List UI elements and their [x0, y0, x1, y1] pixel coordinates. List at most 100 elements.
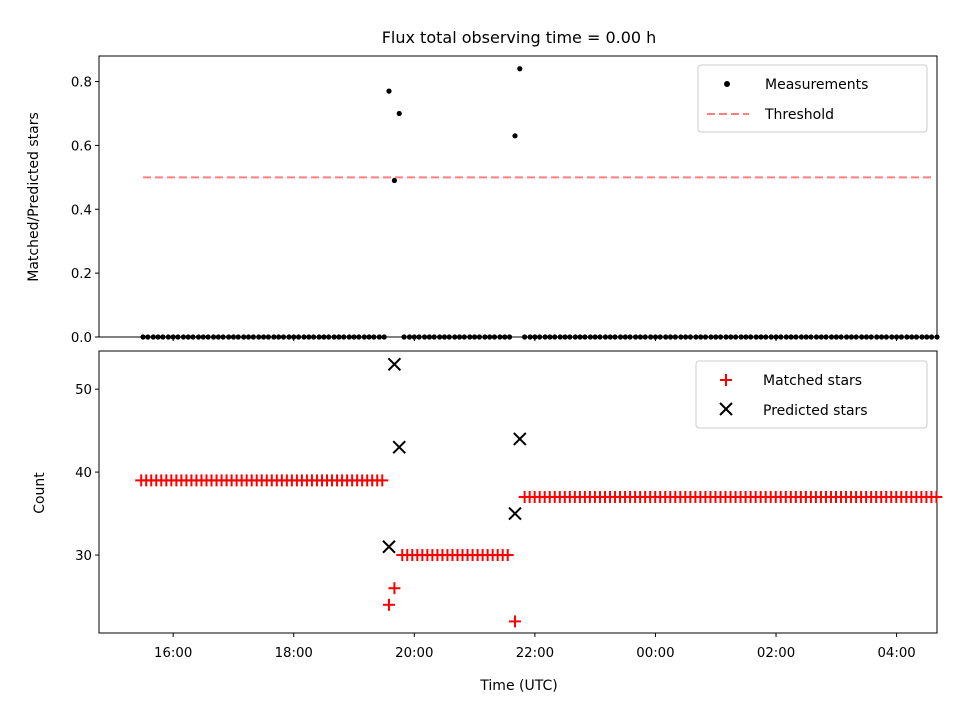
measurement-point: [743, 334, 749, 340]
measurement-point: [803, 334, 809, 340]
measurement-point: [180, 334, 187, 340]
measurement-point: [904, 334, 910, 340]
top-y-tick-label: 0.2: [71, 267, 92, 282]
measurement-point: [924, 334, 930, 340]
measurement-point: [818, 334, 824, 340]
measurement-point: [471, 334, 478, 340]
measurement-point: [381, 334, 387, 340]
measurement-point: [793, 334, 799, 340]
measurement-point: [728, 334, 734, 340]
measurement-point: [838, 334, 844, 340]
measurement-point: [527, 334, 533, 340]
measurement-point: [175, 334, 181, 340]
measurement-point: [652, 334, 659, 340]
measurement-point: [376, 334, 382, 340]
measurement-point: [717, 334, 724, 340]
measurement-point: [165, 334, 171, 340]
measurement-point: [210, 334, 217, 340]
legend-predicted-label: Predicted stars: [763, 403, 868, 419]
bottom-legend-box: [695, 360, 928, 429]
measurement-point: [341, 334, 347, 340]
measurement-point: [778, 334, 784, 340]
measurement-point: [813, 334, 820, 340]
measurement-point: [286, 334, 292, 340]
measurement-point: [517, 66, 523, 72]
bottom-y-ticks: 30 40 50: [75, 383, 99, 564]
measurement-point: [738, 334, 744, 340]
measurement-point: [632, 334, 639, 340]
top-panel: 0.00.20.40.60.8 Matched/Predicted stars …: [26, 55, 940, 346]
measurement-point: [823, 334, 829, 340]
bottom-panel: 30 40 50 16:00 18:00 20:00 22:00 00:00 02:00 04:…: [32, 350, 943, 694]
top-y-tick-label: 0.8: [71, 76, 92, 91]
measurement-point: [336, 334, 342, 340]
measurement-point: [572, 334, 578, 340]
measurement-point: [467, 334, 473, 340]
measurement-point: [878, 334, 885, 340]
measurement-point: [170, 334, 176, 340]
measurement-point: [672, 334, 678, 340]
measurement-point: [522, 334, 528, 340]
measurement-point: [748, 334, 754, 340]
measurement-point: [607, 334, 613, 340]
x-tick-label: 18:00: [275, 646, 313, 661]
top-legend: Measurements Threshold: [697, 64, 928, 133]
bottom-y-tick-label: 30: [75, 549, 92, 564]
measurement-point: [898, 334, 905, 340]
measurement-point: [733, 334, 739, 340]
measurement-point: [301, 334, 307, 340]
measurement-point: [768, 334, 774, 340]
x-axis-label: Time (UTC): [479, 678, 557, 694]
top-series: [140, 66, 940, 340]
measurement-point: [753, 334, 759, 340]
measurement-point: [426, 334, 432, 340]
matched-star-point: [508, 615, 521, 628]
measurement-point: [502, 334, 508, 340]
top-legend-box: [697, 64, 928, 133]
measurement-point: [280, 334, 287, 340]
measurement-point: [155, 334, 161, 340]
measurement-point: [698, 334, 704, 340]
measurement-point: [843, 334, 850, 340]
measurement-point: [859, 334, 865, 340]
measurement-point: [321, 334, 327, 340]
top-y-axis-label: Matched/Predicted stars: [26, 112, 42, 282]
measurement-point: [411, 334, 417, 340]
measurement-point: [848, 334, 854, 340]
measurement-point: [627, 334, 633, 340]
measurement-point: [150, 334, 156, 340]
measurement-point: [657, 334, 663, 340]
measurement-point: [482, 334, 488, 340]
measurement-point: [909, 334, 915, 340]
measurement-point: [773, 334, 779, 340]
measurement-point: [788, 334, 794, 340]
measurement-point: [346, 334, 352, 340]
measurement-point: [476, 334, 483, 340]
measurement-point: [587, 334, 593, 340]
measurement-point: [868, 334, 874, 340]
measurement-point: [928, 334, 935, 340]
measurement-point: [612, 334, 618, 340]
matched-star-point: [930, 490, 943, 503]
measurement-point: [808, 334, 814, 340]
measurement-point: [260, 334, 267, 340]
measurement-point: [702, 334, 709, 340]
measurement-point: [497, 334, 503, 340]
measurement-point: [713, 334, 719, 340]
measurement-point: [456, 334, 463, 340]
measurement-point: [783, 334, 789, 340]
measurement-point: [190, 334, 196, 340]
legend-measurements-marker: [724, 81, 730, 87]
measurement-point: [683, 334, 689, 340]
measurement-point: [648, 334, 654, 340]
predicted-star-point: [387, 357, 402, 371]
measurement-point: [883, 334, 889, 340]
measurement-point: [667, 334, 674, 340]
measurement-point: [371, 334, 377, 340]
measurement-point: [245, 334, 252, 340]
measurement-point: [567, 334, 573, 340]
measurement-point: [351, 334, 357, 340]
measurement-point: [391, 177, 398, 184]
measurement-point: [271, 334, 277, 340]
measurement-point: [678, 334, 684, 340]
